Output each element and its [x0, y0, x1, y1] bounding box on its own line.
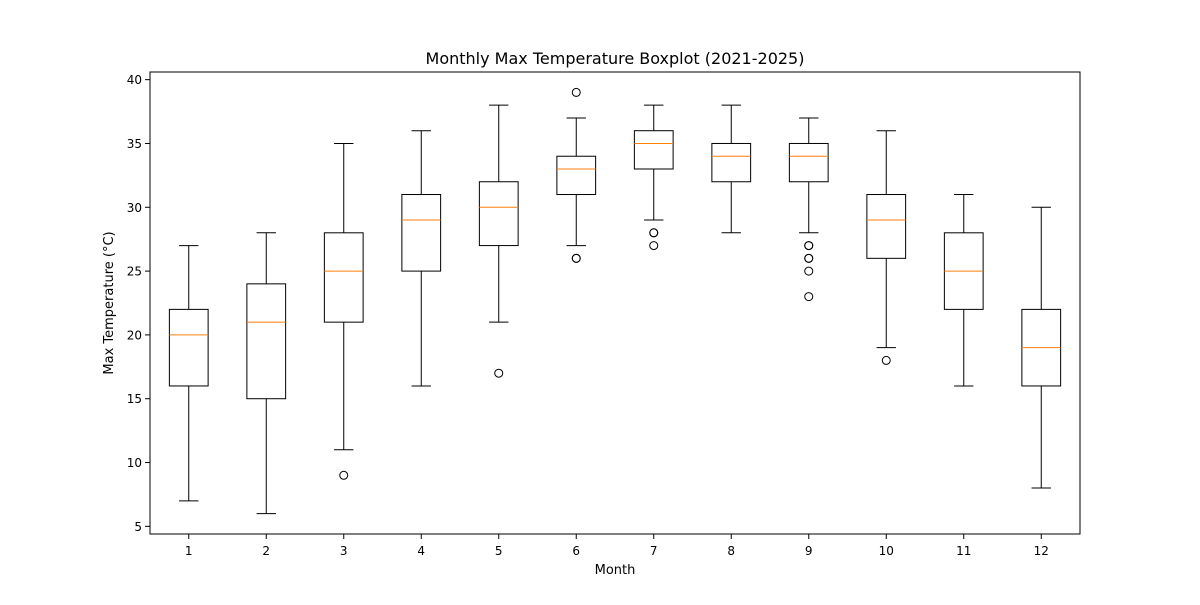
y-tick-label: 40 — [127, 73, 142, 87]
y-tick-label: 35 — [127, 137, 142, 151]
x-tick-label: 8 — [727, 544, 735, 558]
y-tick-label: 15 — [127, 392, 142, 406]
y-axis-label: Max Temperature (°C) — [102, 231, 117, 374]
x-tick-label: 3 — [340, 544, 348, 558]
box-group-month-2 — [246, 232, 287, 515]
box-iqr — [168, 308, 209, 387]
plot-frame — [149, 71, 1081, 535]
box-group-month-11 — [943, 194, 984, 387]
y-tick-label: 5 — [134, 520, 142, 534]
box-group-month-7 — [633, 104, 674, 251]
outlier-point — [571, 87, 581, 97]
x-tick-label: 1 — [185, 544, 193, 558]
y-tick-label: 25 — [127, 265, 142, 279]
outlier-point — [649, 241, 659, 251]
box-group-month-1 — [168, 245, 209, 502]
x-tick-label: 7 — [650, 544, 658, 558]
box-iqr — [246, 283, 287, 400]
y-tick-label: 30 — [127, 201, 142, 215]
outlier-point — [881, 355, 891, 365]
x-axis-label: Month — [595, 563, 636, 578]
outlier-point — [571, 253, 581, 263]
outlier-point — [804, 266, 814, 276]
x-tick-label: 12 — [1034, 544, 1049, 558]
outlier-point — [339, 470, 349, 480]
box-group-month-3 — [323, 142, 364, 480]
x-tick-label: 11 — [956, 544, 971, 558]
x-tick-label: 5 — [495, 544, 503, 558]
box-iqr — [866, 194, 907, 259]
x-tick-label: 10 — [879, 544, 894, 558]
x-tick-label: 9 — [805, 544, 813, 558]
box-group-month-9 — [788, 117, 829, 302]
box-group-month-8 — [711, 104, 752, 234]
outlier-point — [649, 228, 659, 238]
box-iqr — [711, 142, 752, 183]
box-group-month-10 — [866, 130, 907, 365]
box-iqr — [556, 155, 597, 196]
box-group-month-6 — [556, 87, 597, 263]
outlier-point — [494, 368, 504, 378]
outlier-point — [804, 292, 814, 302]
x-tick-label: 4 — [417, 544, 425, 558]
box-group-month-4 — [401, 130, 442, 387]
outlier-point — [804, 241, 814, 251]
x-tick-label: 6 — [572, 544, 580, 558]
box-iqr — [633, 130, 674, 170]
y-tick-label: 20 — [127, 328, 142, 342]
box-group-month-12 — [1021, 206, 1062, 489]
x-tick-label: 2 — [262, 544, 270, 558]
box-iqr — [401, 194, 442, 272]
y-tick-label: 10 — [127, 456, 142, 470]
box-iqr — [788, 142, 829, 183]
box-iqr — [323, 232, 364, 323]
box-group-month-5 — [478, 104, 519, 378]
box-iqr — [478, 181, 519, 247]
outlier-point — [804, 253, 814, 263]
chart-title: Monthly Max Temperature Boxplot (2021-20… — [426, 49, 805, 68]
